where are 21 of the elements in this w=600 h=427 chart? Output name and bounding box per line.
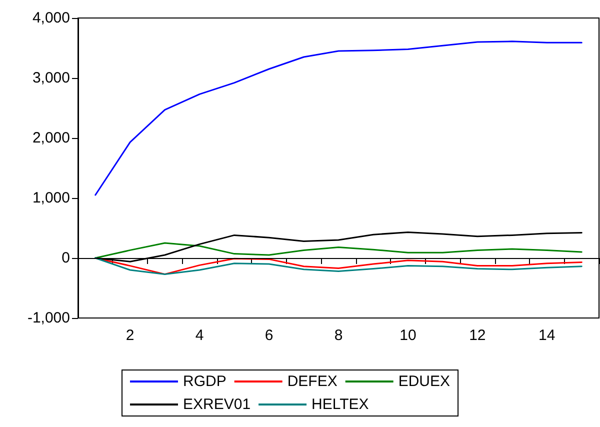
x-tick-label: 14 [538,327,556,344]
x-tick-label: 10 [400,327,416,344]
y-tick-label: 0 [62,250,70,266]
line-series [94,242,582,259]
legend-label: RGDP [183,373,226,390]
y-tick-label: 4,000 [32,10,70,26]
y-tick-label: 1,000 [32,190,70,206]
x-tick-label: 6 [264,327,274,344]
legend-label: HELTEX [312,396,369,413]
y-tick-label: -1,000 [27,310,70,326]
line-series [94,40,582,196]
legend-label: DEFEX [287,373,338,390]
y-tick-label: 3,000 [32,70,70,86]
line-series [94,257,582,275]
x-tick-label: 8 [334,327,343,344]
x-tick-label: 12 [469,327,486,344]
legend-label: EXREV01 [183,396,251,413]
legend-label: EDUEX [398,373,450,390]
x-tick-label: 4 [195,327,204,344]
x-tick-label: 2 [126,327,134,344]
y-tick-label: 2,000 [32,130,70,146]
